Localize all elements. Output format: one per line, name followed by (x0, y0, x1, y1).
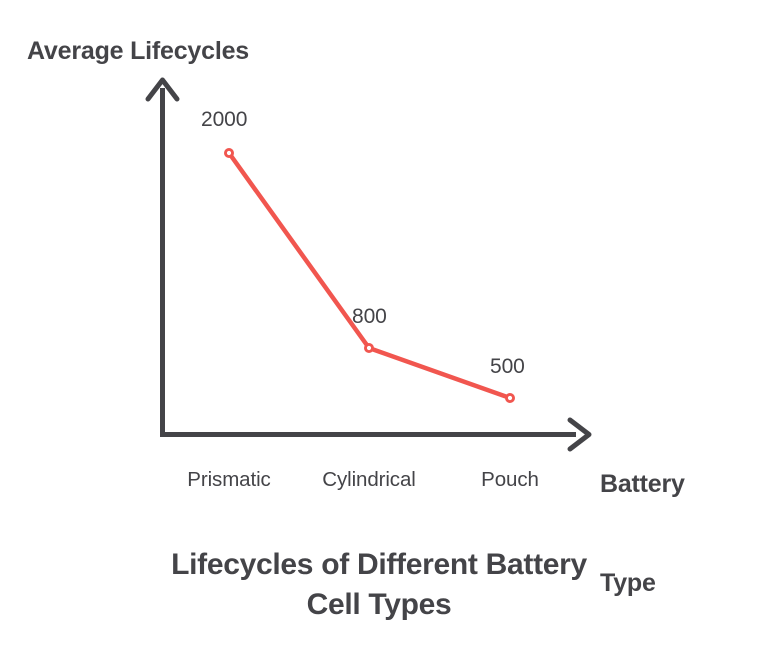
x-tick-label-prismatic: Prismatic (187, 468, 271, 491)
x-axis-arrowhead (567, 417, 592, 452)
chart-title-line-2: Cell Types (306, 587, 452, 621)
x-tick-label-cylindrical: Cylindrical (322, 468, 416, 491)
y-axis-arrowhead (145, 77, 180, 102)
data-label-pouch: 500 (490, 355, 525, 378)
x-axis-title: Battery Type (600, 402, 685, 666)
x-axis-title-line-1: Battery (600, 470, 685, 498)
data-label-prismatic: 2000 (201, 108, 248, 131)
data-point-marker-cylindrical (364, 343, 374, 353)
data-label-cylindrical: 800 (352, 305, 387, 328)
data-point-marker-prismatic (224, 148, 234, 158)
data-series-line (226, 150, 513, 401)
chart-title: Lifecycles of Different Battery Cell Typ… (0, 545, 758, 625)
data-point-marker-pouch (505, 393, 515, 403)
x-axis-title-line-2: Type (600, 569, 656, 597)
x-tick-label-pouch: Pouch (481, 468, 539, 491)
y-axis-title: Average Lifecycles (27, 37, 249, 65)
chart-title-line-1: Lifecycles of Different Battery (171, 548, 587, 581)
